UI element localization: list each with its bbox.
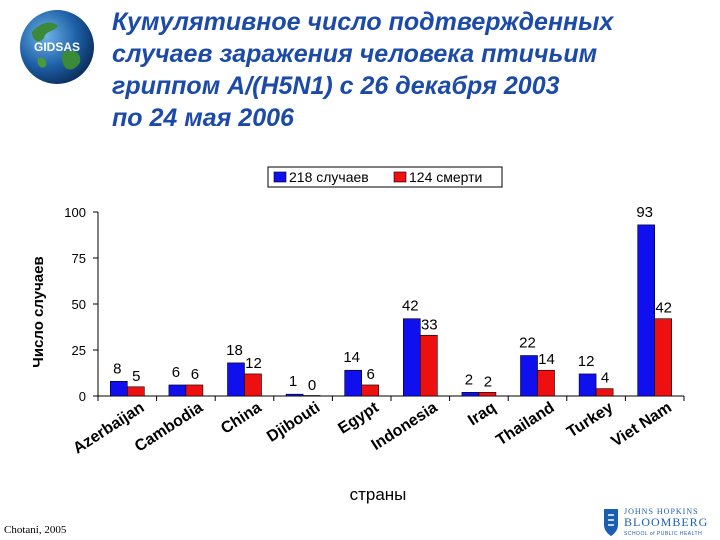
cases-bar — [461, 392, 480, 397]
legend-label: 218 случаев — [289, 169, 369, 185]
y-tick-label: 50 — [72, 297, 86, 312]
x-tick-label: Indonesia — [369, 399, 441, 454]
cases-data-label: 18 — [226, 342, 243, 359]
cases-bar — [168, 384, 187, 397]
deaths-data-label: 6 — [191, 366, 199, 383]
deaths-bar — [244, 373, 262, 397]
y-tick-label: 100 — [64, 205, 86, 220]
cases-data-label: 93 — [636, 204, 653, 221]
deaths-bar — [478, 392, 497, 397]
cases-bar — [285, 393, 304, 397]
chart-bars — [110, 224, 673, 397]
cases-data-label: 22 — [519, 335, 536, 352]
y-tick-label: 75 — [72, 251, 86, 266]
deaths-data-label: 33 — [421, 316, 438, 333]
title-line-3: гриппом A/(H5N1) с 26 декабря 2003 — [112, 72, 560, 100]
cases-bar — [227, 362, 245, 397]
deaths-data-label: 6 — [367, 366, 375, 383]
cases-bar — [637, 224, 656, 397]
deaths-data-label: 4 — [601, 370, 609, 387]
y-tick-label: 25 — [72, 343, 86, 358]
cases-data-label: 42 — [402, 298, 419, 315]
x-tick-label: Iraq — [465, 399, 499, 429]
cases-data-label: 12 — [578, 353, 595, 370]
x-tick-label: Thailand — [493, 399, 557, 449]
deaths-bar — [537, 369, 555, 397]
deaths-data-label: 5 — [132, 368, 140, 385]
cases-data-label: 8 — [113, 360, 121, 377]
cases-bar — [110, 380, 128, 397]
cases-bar — [402, 318, 421, 397]
cases-bar — [520, 355, 538, 397]
deaths-data-label: 12 — [245, 355, 262, 372]
deaths-bar — [302, 395, 321, 397]
deaths-data-label: 2 — [484, 373, 492, 390]
deaths-bar — [185, 384, 204, 397]
x-axis-label: страны — [350, 485, 407, 504]
chart-legend: 218 случаев 124 смерти — [267, 166, 503, 188]
cases-bar — [578, 373, 597, 397]
institution-line-2: BLOOMBERG — [624, 515, 708, 529]
gidsas-globe-logo: GIDSAS — [20, 10, 94, 84]
cases-data-label: 6 — [172, 364, 180, 381]
title-line-4: по 24 мая 2006 — [112, 104, 294, 132]
x-tick-label: Viet Nam — [608, 399, 674, 450]
deaths-bar — [595, 388, 614, 397]
cases-data-label: 14 — [343, 349, 360, 366]
johns-hopkins-logo: JOHNS HOPKINS BLOOMBERG SCHOOL of PUBLIC… — [604, 507, 708, 537]
institution-line-3: SCHOOL of PUBLIC HEALTH — [624, 531, 702, 537]
cases-data-label: 2 — [465, 371, 473, 388]
deaths-data-label: 42 — [655, 300, 672, 317]
slide-title: Кумулятивное число подтвержденных случае… — [112, 6, 712, 134]
source-credit: Chotani, 2005 — [4, 524, 67, 536]
x-tick-label: Djibouti — [264, 399, 323, 446]
deaths-bar — [127, 386, 145, 397]
cases-bar — [344, 369, 363, 397]
deaths-data-label: 0 — [308, 377, 316, 394]
deaths-bar — [654, 318, 673, 397]
x-tick-label: China — [218, 399, 265, 438]
cases-data-label: 1 — [289, 373, 297, 390]
gidsas-logo-text: GIDSAS — [34, 40, 80, 54]
title-line-1: Кумулятивное число подтвержденных — [112, 8, 614, 36]
title-line-2: случаев заражения человека птичьим — [112, 40, 598, 68]
deaths-bar — [361, 384, 380, 397]
x-tick-label: Egypt — [335, 399, 382, 438]
x-tick-label: Turkey — [564, 399, 616, 441]
y-tick-label: 0 — [79, 389, 86, 404]
deaths-bar — [419, 334, 438, 397]
legend-swatch — [393, 171, 407, 183]
legend-box — [267, 166, 503, 188]
legend-label: 124 смерти — [409, 169, 482, 185]
institution-line-1: JOHNS HOPKINS — [624, 507, 699, 516]
deaths-data-label: 14 — [538, 351, 555, 368]
legend-swatch — [273, 171, 287, 183]
y-axis-label: Число случаев — [30, 256, 47, 367]
